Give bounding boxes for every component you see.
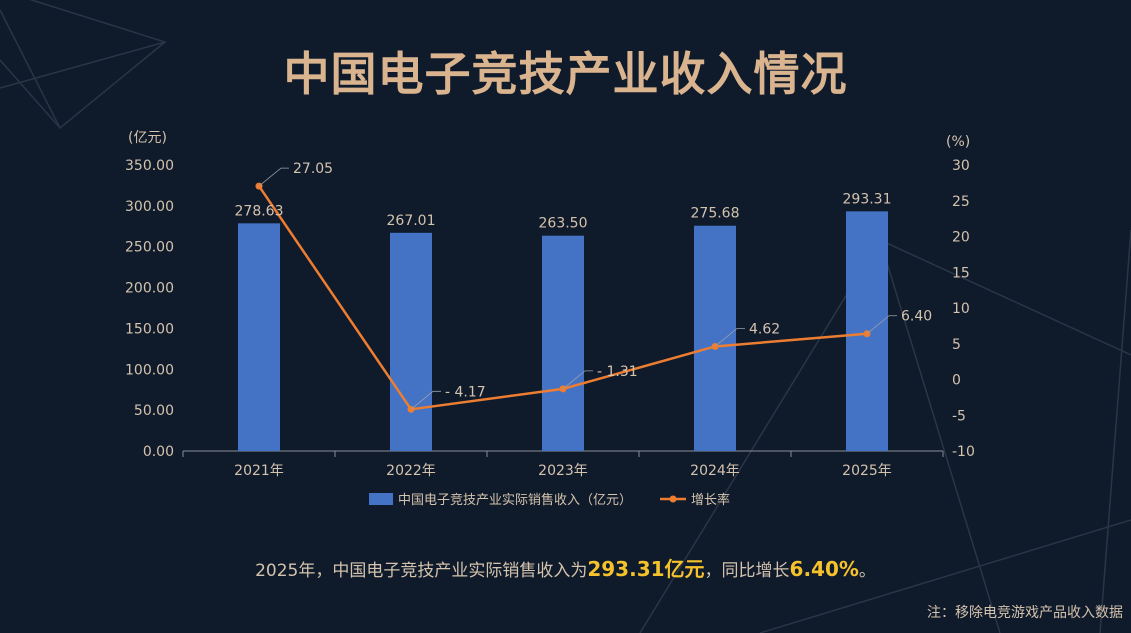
bar-data-label: 275.68 bbox=[691, 206, 740, 222]
y-right-tick-label: 15 bbox=[952, 265, 970, 281]
y-right-tick-label: 10 bbox=[952, 301, 970, 317]
y-right-tick-label: 20 bbox=[952, 230, 970, 246]
y-right-tick-label: 30 bbox=[952, 158, 970, 174]
y-right-tick-label: 25 bbox=[952, 194, 970, 210]
growth-label-leader bbox=[410, 390, 441, 410]
legend-line-label: 增长率 bbox=[691, 492, 730, 508]
growth-data-label: - 4.17 bbox=[445, 384, 486, 400]
summary-middle: ，同比增长 bbox=[704, 561, 790, 581]
bar bbox=[238, 223, 280, 451]
y-left-tick-label: 200.00 bbox=[125, 281, 174, 297]
y-left-tick-label: 150.00 bbox=[125, 321, 174, 337]
bar bbox=[390, 232, 432, 451]
y-left-tick-label: 250.00 bbox=[125, 240, 174, 256]
y-right-tick-label: -5 bbox=[952, 408, 966, 424]
y-right-tick-label: 5 bbox=[952, 337, 961, 353]
x-tick-label: 2023年 bbox=[538, 463, 588, 479]
growth-label-leader bbox=[258, 167, 289, 187]
y-right-tick-label: 0 bbox=[952, 373, 961, 389]
x-tick-label: 2022年 bbox=[386, 463, 436, 479]
bar-data-label: 263.50 bbox=[539, 216, 588, 232]
growth-data-label: - 1.31 bbox=[597, 364, 638, 380]
y-left-tick-label: 50.00 bbox=[134, 403, 174, 419]
legend-bar-label: 中国电子竞技产业实际销售收入（亿元） bbox=[398, 492, 632, 508]
bar bbox=[542, 235, 584, 451]
legend-bar-swatch bbox=[369, 493, 393, 505]
legend-line-marker bbox=[669, 495, 677, 503]
y-left-tick-label: 300.00 bbox=[125, 199, 174, 215]
summary-highlight-revenue: 293.31亿元 bbox=[587, 557, 705, 581]
growth-label-leader bbox=[562, 370, 593, 390]
summary-text: 2025年，中国电子竞技产业实际销售收入为293.31亿元，同比增长6.40%。 bbox=[0, 553, 1131, 582]
bar bbox=[694, 225, 736, 451]
growth-data-label: 27.05 bbox=[293, 161, 333, 177]
footnote: 注：移除电竞游戏产品收入数据 bbox=[927, 605, 1123, 621]
growth-label-leader bbox=[866, 315, 897, 335]
x-tick-label: 2021年 bbox=[234, 463, 284, 479]
bar-data-label: 293.31 bbox=[843, 191, 892, 207]
y-left-tick-label: 0.00 bbox=[143, 444, 174, 460]
summary-prefix: 2025年，中国电子竞技产业实际销售收入为 bbox=[255, 561, 588, 581]
growth-data-label: 4.62 bbox=[749, 321, 780, 337]
growth-label-leader bbox=[714, 328, 745, 347]
x-tick-label: 2024年 bbox=[690, 463, 740, 479]
x-tick-label: 2025年 bbox=[842, 463, 892, 479]
y-left-unit-label: (亿元) bbox=[128, 130, 167, 146]
y-right-tick-label: -10 bbox=[952, 444, 975, 460]
page-title: 中国电子竞技产业收入情况 bbox=[283, 47, 848, 101]
bar-data-label: 278.63 bbox=[235, 203, 284, 219]
summary-suffix: 。 bbox=[858, 561, 876, 581]
y-left-tick-label: 350.00 bbox=[125, 158, 174, 174]
y-left-tick-label: 100.00 bbox=[125, 362, 174, 378]
bar-data-label: 267.01 bbox=[387, 213, 436, 229]
growth-data-label: 6.40 bbox=[901, 309, 932, 325]
y-right-unit-label: (%) bbox=[946, 134, 970, 150]
summary-highlight-growth: 6.40% bbox=[789, 557, 859, 581]
